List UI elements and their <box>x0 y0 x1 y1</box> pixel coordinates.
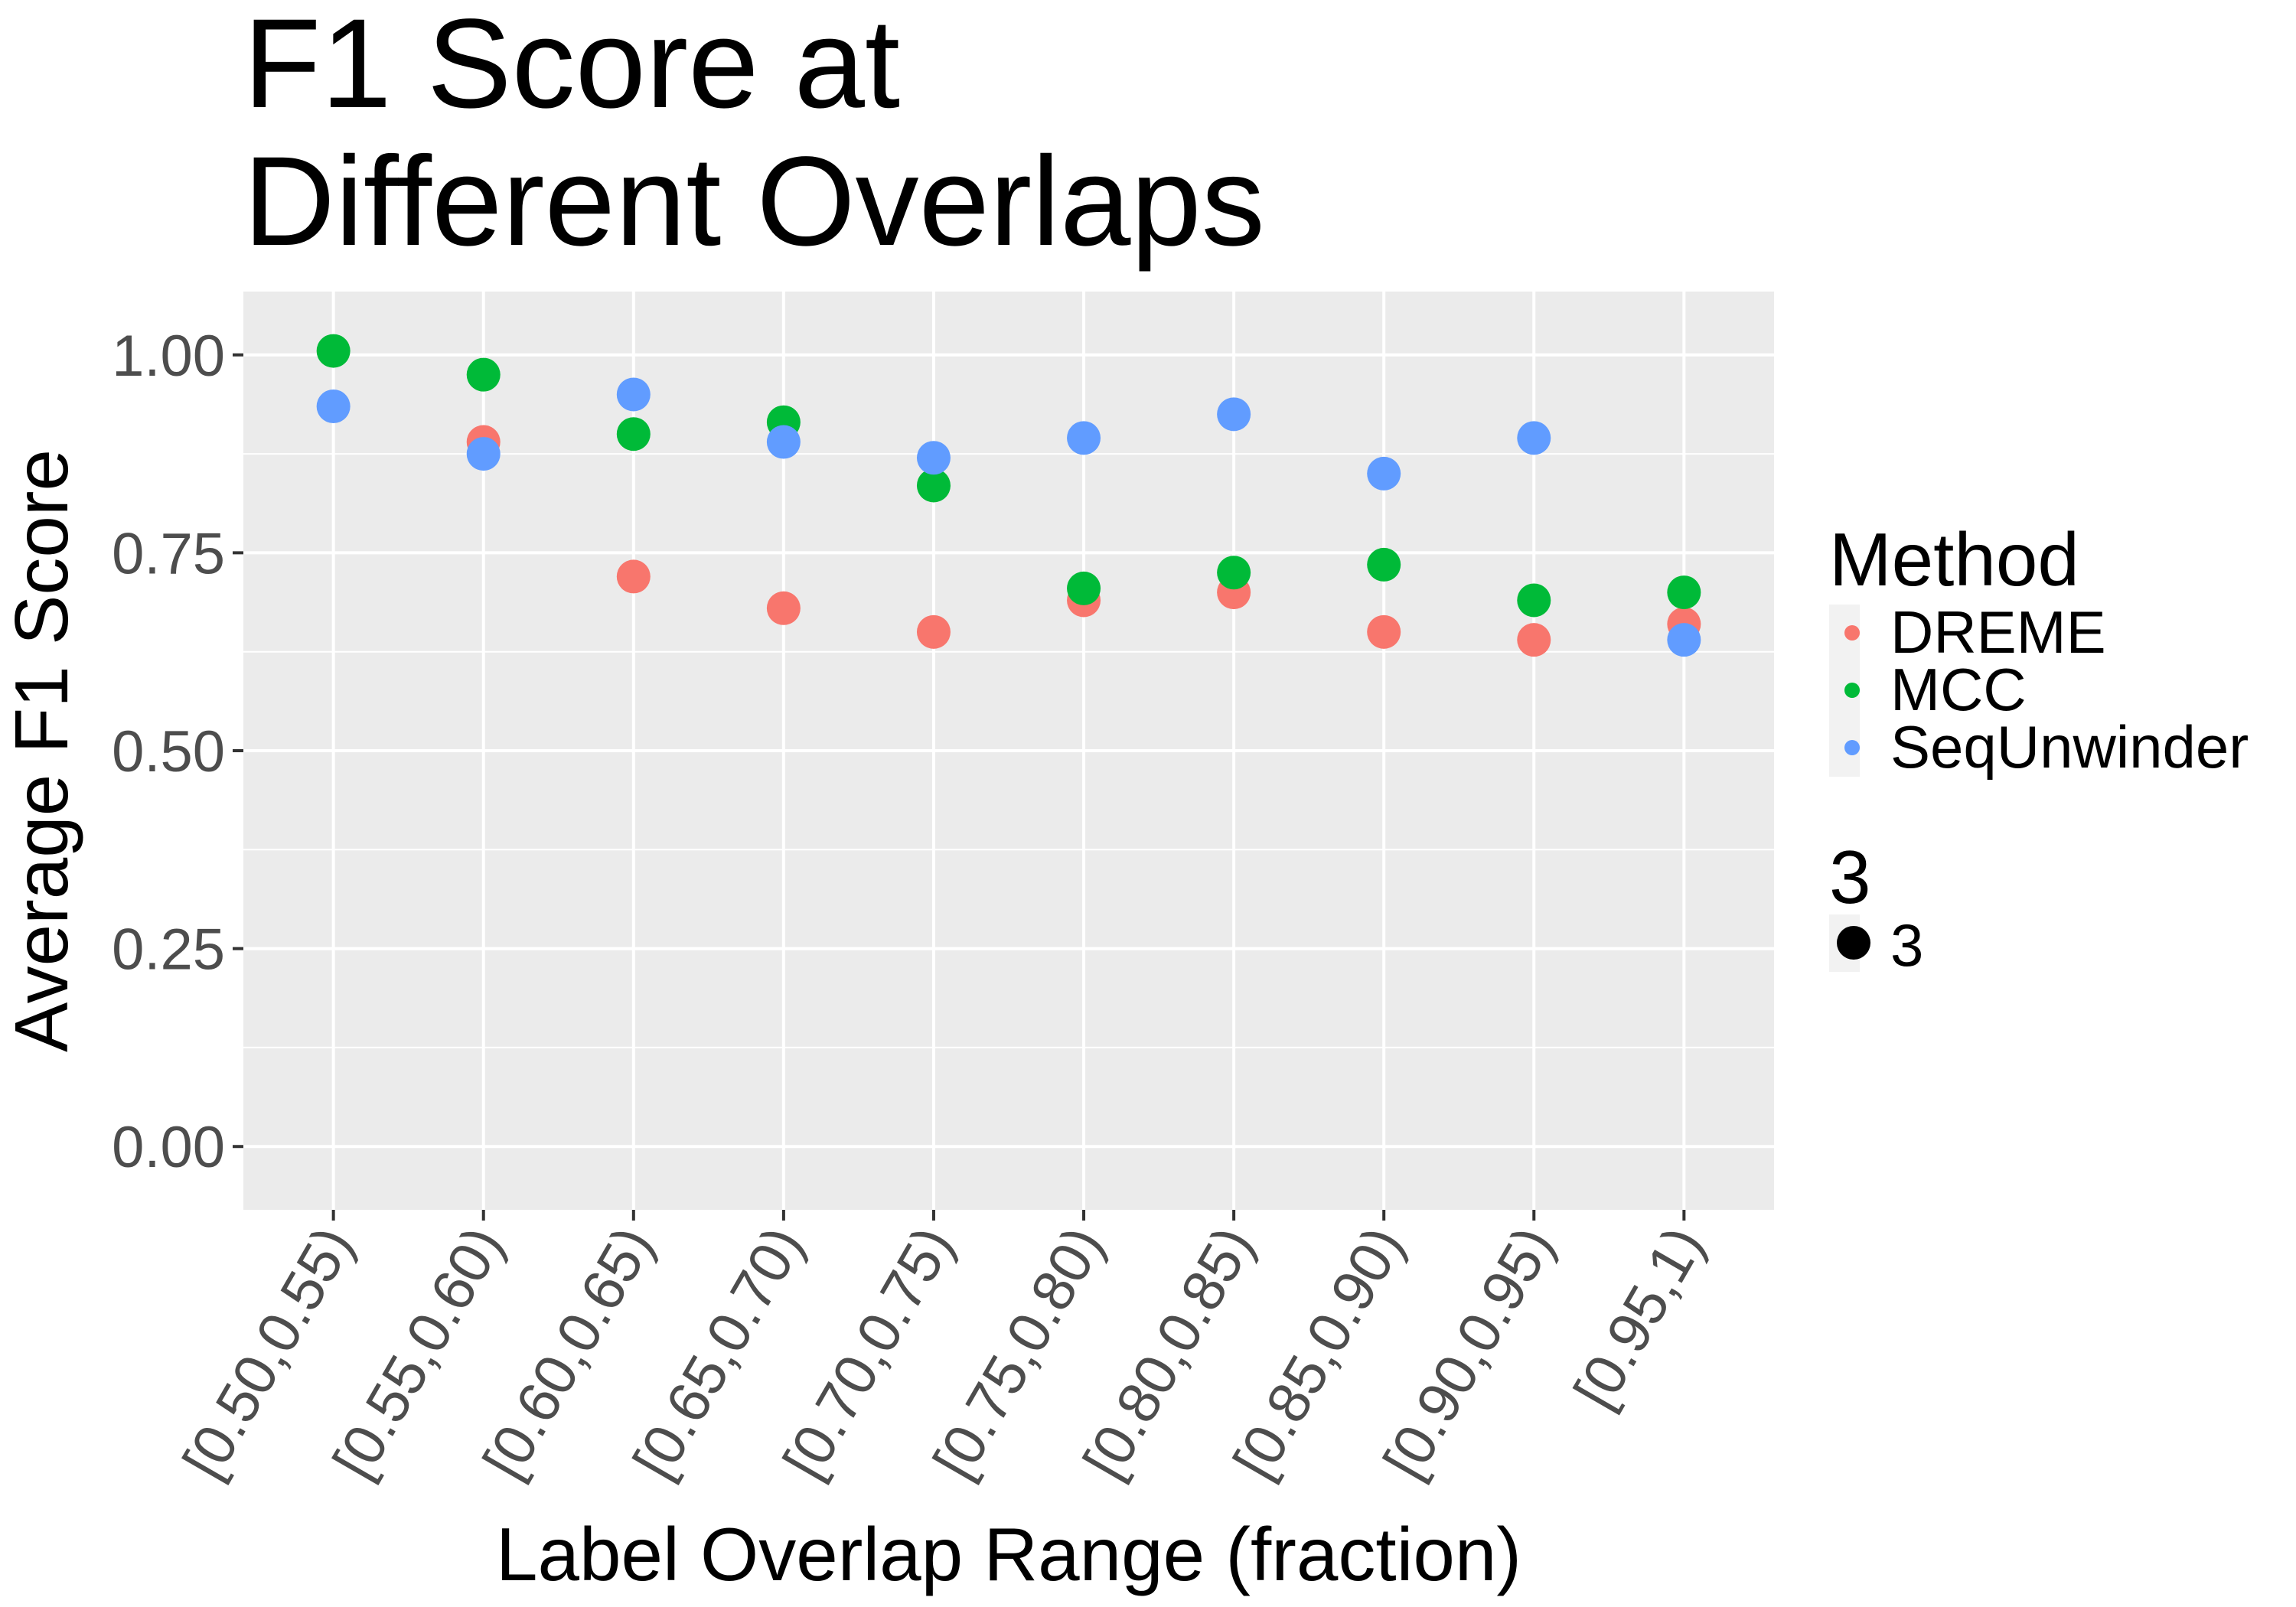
legend-title: Method <box>1829 517 2079 601</box>
x-tick-label: [0.95,1) <box>1562 1216 1717 1420</box>
data-point-mcc <box>1667 575 1701 610</box>
chart-title-line: Different Overlaps <box>243 131 1265 272</box>
data-point-mcc <box>616 417 651 451</box>
data-point-sequnwinder <box>916 441 951 475</box>
x-axis-label: Label Overlap Range (fraction) <box>496 1512 1521 1596</box>
legend-label-dreme: DREME <box>1890 598 2106 666</box>
data-point-mcc <box>316 334 351 368</box>
data-point-mcc <box>466 357 501 392</box>
legend-key-sequnwinder <box>1844 740 1860 755</box>
legend-label-sequnwinder: SeqUnwinder <box>1890 713 2249 781</box>
y-tick-label: 1.00 <box>112 324 225 389</box>
size-legend-key <box>1837 926 1870 960</box>
legend-key-mcc <box>1844 683 1860 698</box>
data-point-dreme <box>916 614 951 649</box>
y-tick-label: 0.25 <box>112 918 225 983</box>
chart-title-line: F1 Score at <box>243 0 900 135</box>
data-point-dreme <box>1517 623 1551 657</box>
data-point-mcc <box>1517 583 1551 618</box>
size-legend-title: 3 <box>1829 835 1871 919</box>
y-axis: 0.00 0.25 0.50 0.75 1.00 <box>112 324 243 1180</box>
data-point-sequnwinder <box>766 425 801 459</box>
data-point-dreme <box>616 559 651 594</box>
data-point-dreme <box>766 591 801 625</box>
data-point-sequnwinder <box>466 437 501 471</box>
x-axis: [0.50,0.55)[0.55,0.60)[0.60,0.65)[0.65,0… <box>171 1210 1717 1489</box>
data-point-sequnwinder <box>1367 456 1401 491</box>
y-tick-label: 0.50 <box>112 719 225 784</box>
y-axis-label: Average F1 Score <box>0 449 83 1052</box>
data-point-dreme <box>1367 614 1401 649</box>
y-tick-label: 0.75 <box>112 521 225 586</box>
data-point-sequnwinder <box>1667 623 1701 657</box>
data-point-sequnwinder <box>616 377 651 412</box>
data-point-mcc <box>1367 547 1401 582</box>
data-points <box>316 334 1701 657</box>
grid-major <box>243 292 1774 1210</box>
data-point-sequnwinder <box>1517 421 1551 455</box>
data-point-sequnwinder <box>316 390 351 423</box>
size-legend-label: 3 <box>1890 911 1923 979</box>
data-point-sequnwinder <box>1067 421 1101 455</box>
y-tick-label: 0.00 <box>112 1115 225 1180</box>
data-point-mcc <box>1067 571 1101 605</box>
data-point-sequnwinder <box>1217 397 1251 432</box>
legend-label-mcc: MCC <box>1890 656 2027 723</box>
data-point-mcc <box>916 468 951 503</box>
legend-key-dreme <box>1844 625 1860 641</box>
data-point-mcc <box>1217 556 1251 590</box>
